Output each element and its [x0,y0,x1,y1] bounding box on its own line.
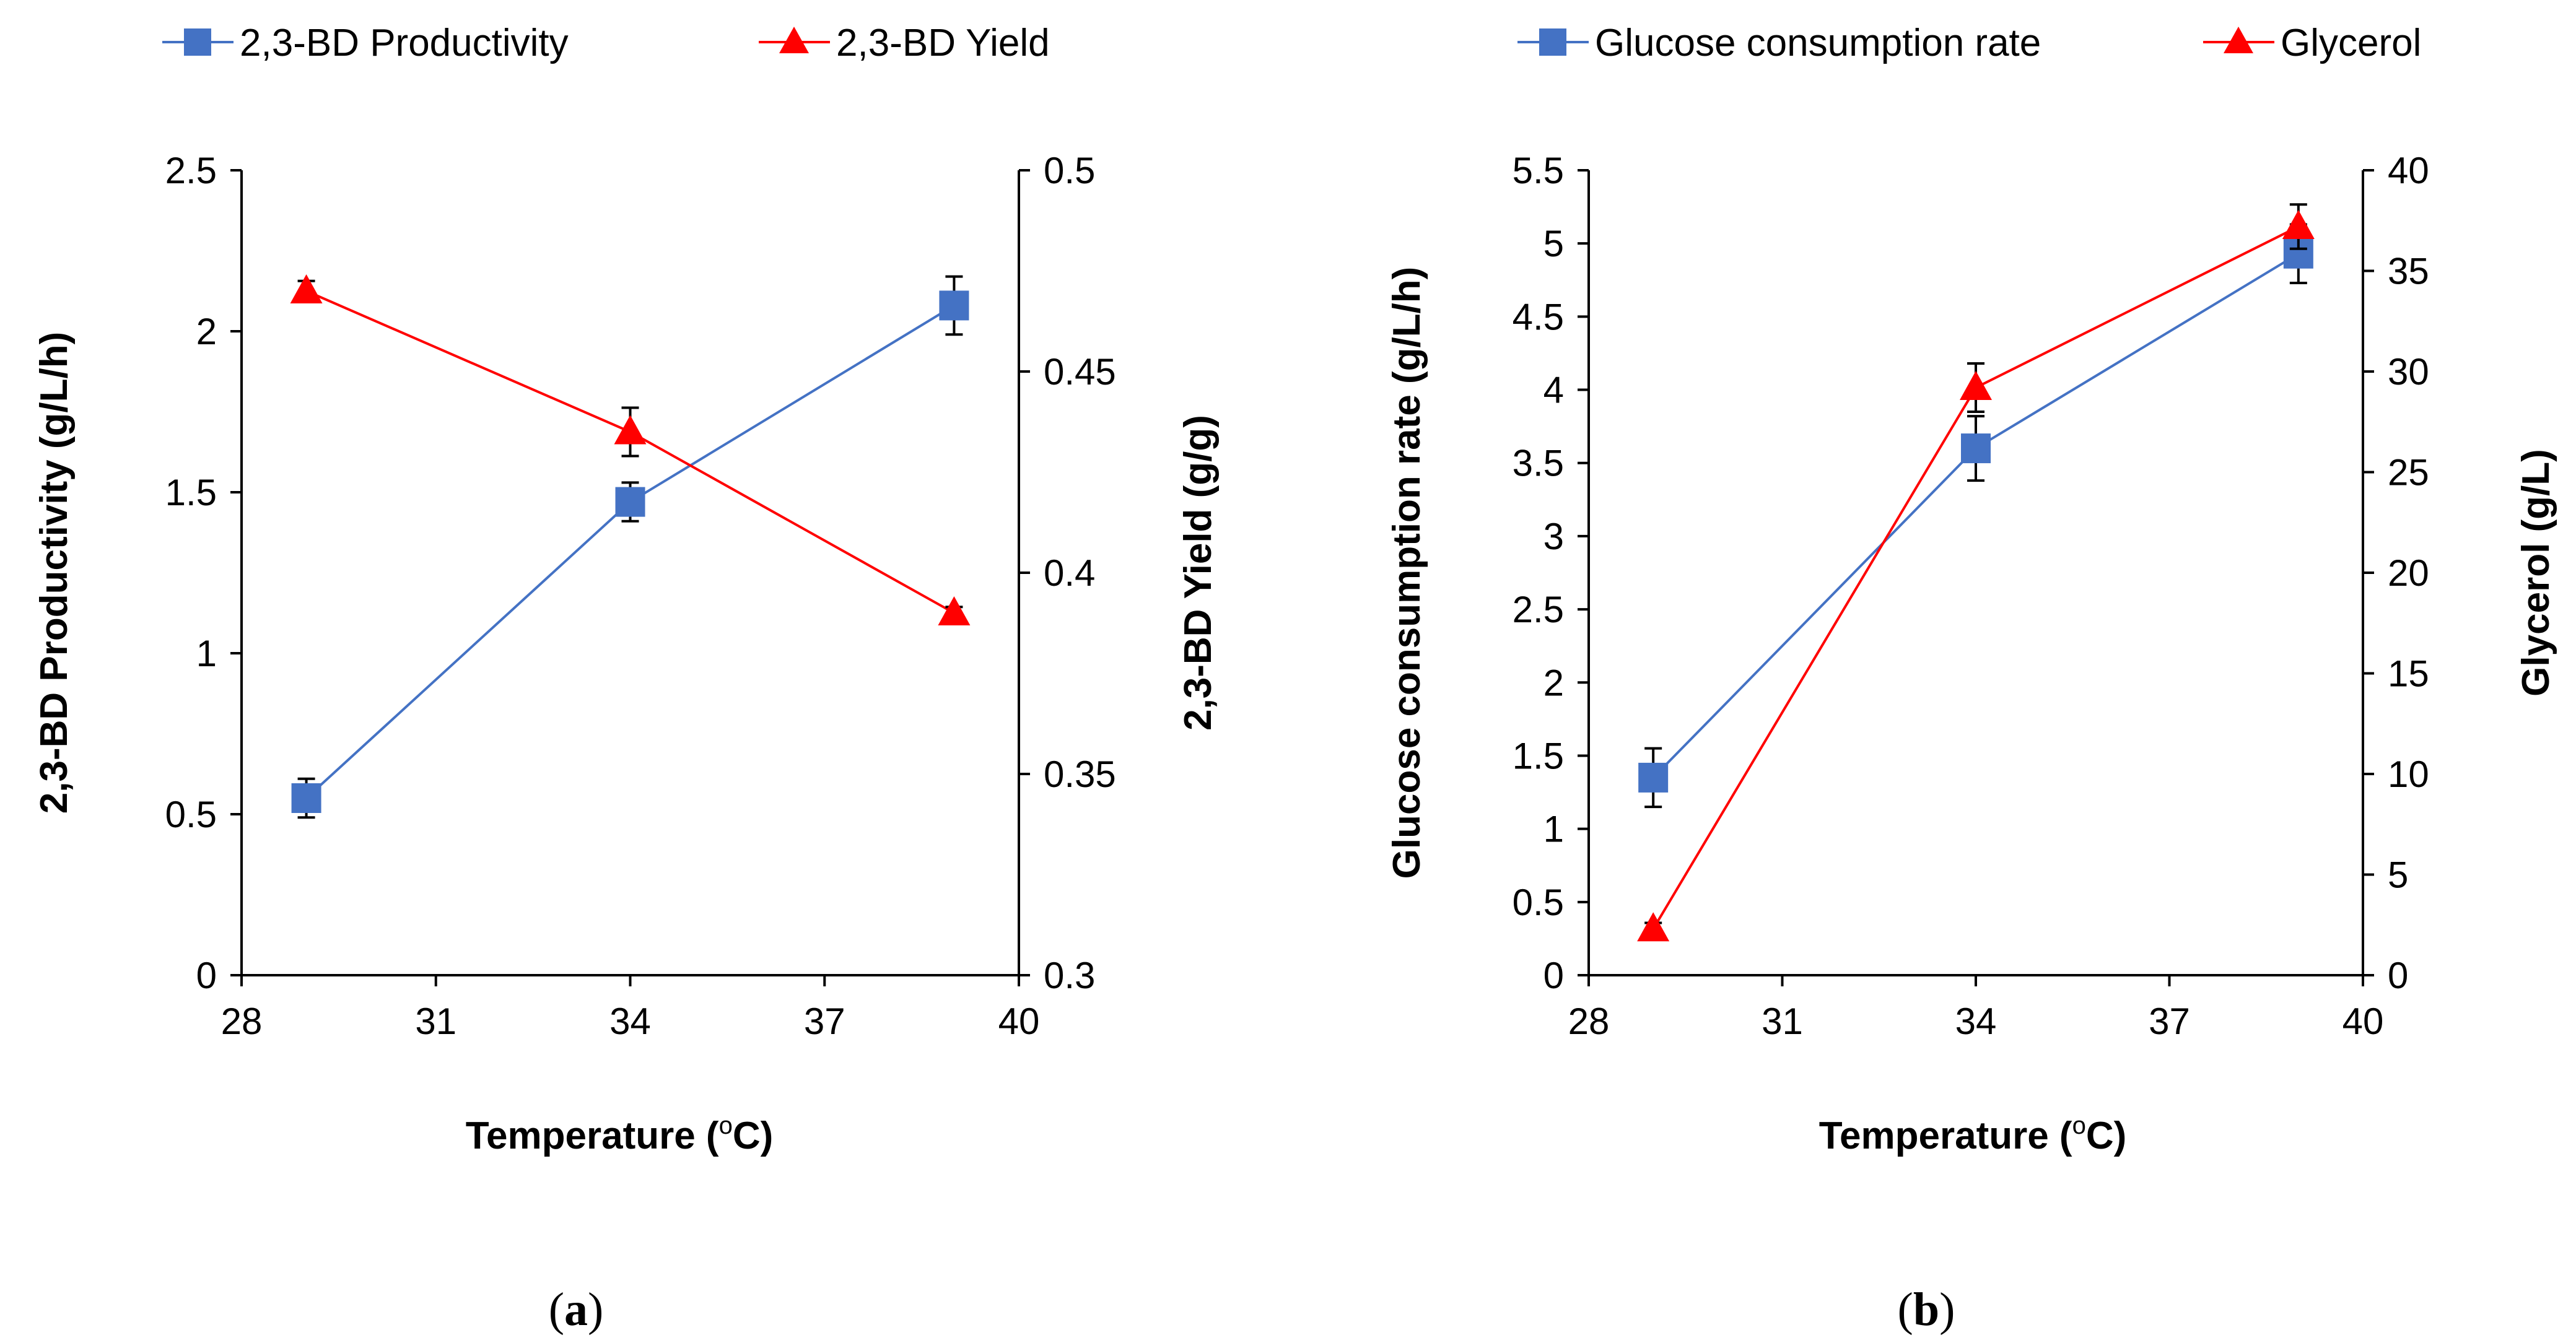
y-right-tick-label: 0.45 [1044,351,1116,393]
x-axis-title: Temperature (oC) [466,1112,774,1157]
x-tick-label: 37 [2149,1001,2190,1042]
x-tick-label: 37 [804,1001,845,1042]
legend-label: Glycerol [2281,22,2421,64]
x-tick-label: 31 [1762,1001,1803,1042]
y-right-tick-label: 10 [2388,754,2429,795]
data-point-square [615,487,645,517]
y-left-tick-label: 1 [1543,809,1564,850]
legend-label: 2,3-BD Productivity [240,22,569,64]
y-right-tick-label: 0.5 [1044,150,1095,191]
y-right-tick-label: 40 [2388,150,2429,191]
panel-label-open: ( [1898,1284,1913,1336]
data-point-square [1961,433,1991,464]
y-left-tick-label: 5 [1543,223,1564,264]
x-tick-label: 34 [1955,1001,1997,1042]
data-point-square [939,290,969,321]
y-left-tick-label: 3 [1543,516,1564,557]
y-left-tick-label: 2.5 [1513,589,1564,630]
y-right-tick-label: 0 [2388,955,2408,996]
chart-panel-a: 28 31 34 37 40 0 0.5 1 1.5 2 2.5 0.3 0.35 0.4 0.45 0.5 2… [33,22,1220,1336]
y-left-tick-label: 2 [1543,662,1564,703]
y-right-tick-label: 35 [2388,251,2429,292]
panel-label-letter: b [1913,1284,1939,1336]
y-right-tick-label: 30 [2388,351,2429,393]
x-axis-title-main: Temperature ( [466,1115,719,1157]
data-point-triangle [614,415,647,445]
x-tick-label: 40 [998,1001,1040,1042]
y-right-axis-title: Glycerol (g/L) [2515,449,2557,697]
x-axis-title: Temperature (oC) [1819,1112,2127,1157]
x-axis-title-sup: o [719,1112,733,1139]
x-tick-label: 34 [609,1001,651,1042]
y-left-tick-label: 2.5 [165,150,217,191]
y-left-tick-label: 4 [1543,370,1564,411]
series-line [1652,253,2299,779]
data-point-triangle [1960,371,1992,400]
data-point-triangle [2282,210,2315,239]
y-right-tick-label: 25 [2388,452,2429,493]
y-right-tick-label: 20 [2388,552,2429,594]
legend-entry-square: 2,3-BD Productivity [162,22,569,64]
x-tick-label: 28 [221,1001,263,1042]
x-axis-title-main: Temperature ( [1819,1115,2072,1157]
y-right-tick-label: 0.4 [1044,552,1095,594]
x-axis-title-unit: C) [2086,1115,2126,1157]
y-left-tick-label: 2 [196,311,217,352]
data-point-square [291,783,321,813]
chart-panel-b: 28 31 34 37 4000.511.522.533.544.555.5051015… [1386,22,2557,1336]
y-left-axis-title: 2,3-BD Productivity (g/L/h) [33,332,76,814]
y-left-tick-label: 0 [196,955,217,996]
x-axis-title-sup: o [2072,1112,2086,1139]
y-left-tick-label: 3.5 [1513,443,1564,484]
panel-label: (b) [1898,1284,1955,1336]
y-right-tick-label: 15 [2388,653,2429,695]
y-left-tick-label: 0.5 [1513,882,1564,923]
series-line [1652,225,2299,930]
series-line [305,304,955,799]
legend-entry-triangle: 2,3-BD Yield [759,22,1050,64]
series-red [290,274,971,625]
y-left-tick-label: 1.5 [165,472,217,513]
legend-square-marker [1539,28,1566,56]
y-right-tick-label: 0.3 [1044,955,1095,996]
y-left-tick-label: 4.5 [1513,296,1564,337]
legend-triangle-marker [779,27,809,53]
series-red [1637,203,2315,942]
y-left-tick-label: 1 [196,633,217,674]
legend-triangle-marker [2224,27,2253,53]
data-point-square [1638,762,1669,793]
y-right-tick-label: 0.35 [1044,754,1116,795]
legend-square-marker [184,28,211,56]
series-blue [1638,223,2313,809]
data-point-triangle [290,274,323,303]
legend-entry-square: Glucose consumption rate [1517,22,2041,64]
y-left-tick-label: 0 [1543,955,1564,996]
y-left-tick-label: 0.5 [165,794,217,835]
panel-label: (a) [549,1284,604,1336]
y-right-tick-label: 5 [2388,854,2408,896]
x-tick-label: 31 [415,1001,456,1042]
legend-label: 2,3-BD Yield [836,22,1050,64]
x-tick-label: 40 [2342,1001,2384,1042]
panel-label-close: ) [1939,1284,1955,1336]
data-point-triangle [938,596,971,625]
y-left-tick-label: 1.5 [1513,735,1564,776]
y-left-tick-label: 5.5 [1513,150,1564,191]
panel-label-letter: a [564,1284,588,1336]
data-point-triangle [1637,912,1670,942]
panel-label-open: ( [549,1284,564,1336]
legend-label: Glucose consumption rate [1595,22,2041,64]
y-right-axis-title: 2,3-BD Yield (g/g) [1177,415,1220,731]
y-left-axis-title: Glucose consumption rate (g/L/h) [1386,267,1428,879]
x-tick-label: 28 [1568,1001,1610,1042]
x-axis-title-unit: C) [733,1115,773,1157]
panel-label-close: ) [588,1284,603,1336]
legend-entry-triangle: Glycerol [2203,22,2421,64]
series-blue [291,275,969,819]
